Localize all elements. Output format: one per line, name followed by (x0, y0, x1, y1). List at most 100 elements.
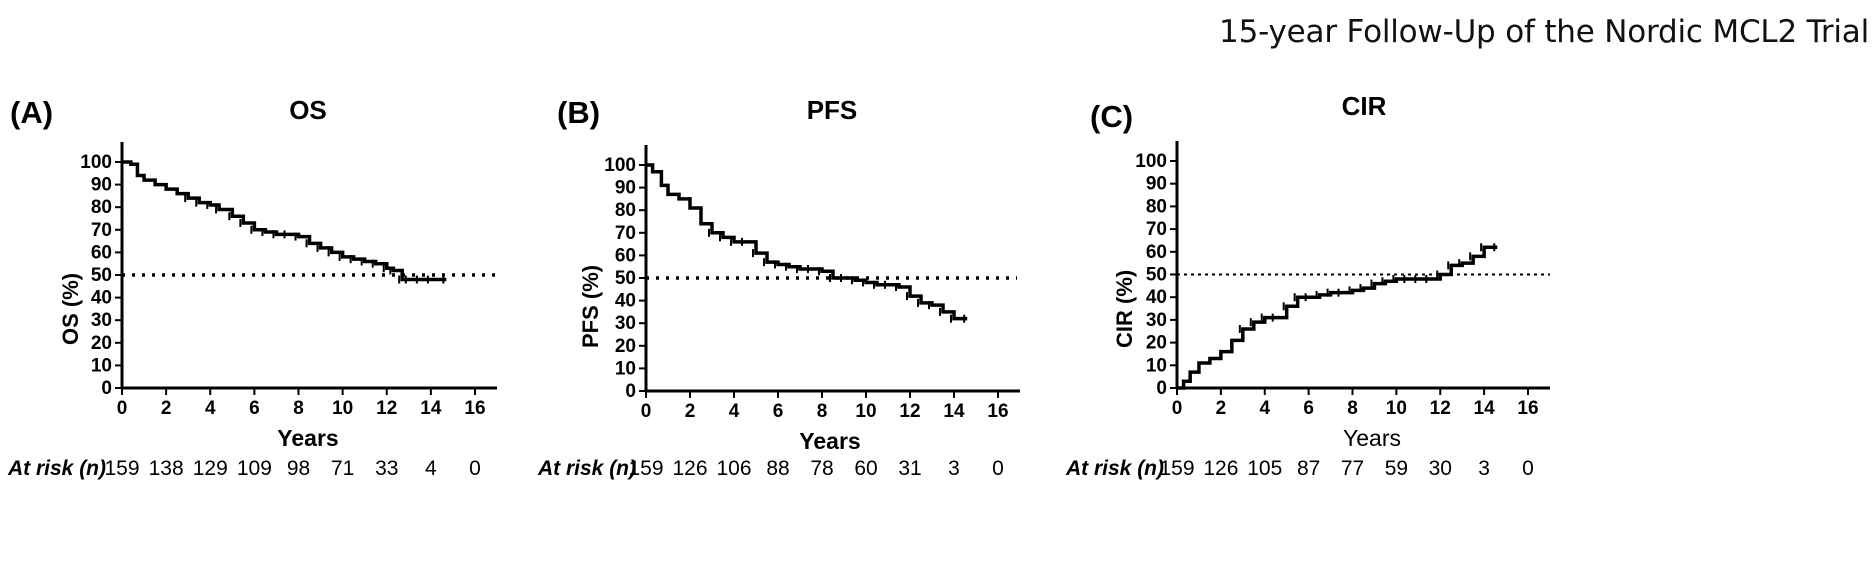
y-tick-label: 60 (615, 245, 636, 266)
y-tick-label: 20 (91, 333, 112, 354)
y-tick-label: 70 (615, 223, 636, 244)
at-risk-value: 0 (992, 457, 1004, 480)
pfs-panel: (B) PFS PFS (%) Years At risk (n) 0 10 20 3… (530, 95, 1050, 578)
x-tick-label: 14 (1474, 398, 1496, 419)
x-axis-label: Years (799, 428, 861, 454)
y-tick-label: 90 (1146, 174, 1167, 195)
x-tick-label: 0 (117, 398, 128, 419)
x-tick-label: 4 (1259, 398, 1270, 419)
x-tick-label: 2 (1216, 398, 1227, 419)
y-tick-label: 50 (91, 265, 112, 286)
at-risk-value: 60 (854, 457, 878, 480)
x-tick-label: 8 (293, 398, 304, 419)
at-risk-value: 77 (1340, 457, 1365, 480)
x-tick-label: 12 (376, 398, 397, 419)
y-tick-label: 10 (1146, 355, 1167, 376)
y-tick-label: 40 (1146, 287, 1167, 308)
y-tick-label: 60 (91, 242, 112, 263)
y-tick-label: 80 (91, 197, 112, 218)
at-risk-value: 30 (1428, 457, 1452, 480)
x-tick-label: 8 (817, 401, 828, 422)
at-risk-value: 4 (425, 457, 437, 480)
x-tick-label: 2 (161, 398, 172, 419)
at-risk-label: At risk (n) (8, 457, 107, 480)
at-risk-label: At risk (n) (538, 457, 637, 480)
y-tick-label: 0 (625, 381, 636, 402)
y-tick-label: 30 (91, 310, 112, 331)
at-risk-value: 159 (1159, 457, 1195, 480)
at-risk-value: 106 (716, 457, 752, 480)
survival-curve (122, 160, 447, 282)
at-risk-value: 59 (1384, 457, 1409, 480)
x-tick-label: 6 (1303, 398, 1314, 419)
x-tick-label: 2 (685, 401, 696, 422)
x-tick-label: 10 (332, 398, 353, 419)
cir-panel: (C) CIR CIR (%) Years At risk (n) 0 10 20 3… (1062, 91, 1875, 578)
at-risk-value: 88 (766, 457, 790, 480)
at-risk-value: 159 (104, 457, 140, 480)
x-tick-label: 12 (1430, 398, 1451, 419)
x-tick-label: 10 (1386, 398, 1407, 419)
x-tick-label: 16 (1517, 398, 1538, 419)
y-tick-label: 40 (91, 288, 112, 309)
x-tick-label: 0 (641, 401, 652, 422)
x-tick-label: 14 (943, 401, 965, 422)
survival-curve (646, 163, 968, 321)
x-axis-label: Years (277, 425, 339, 451)
x-tick-label: 8 (1347, 398, 1358, 419)
x-tick-label: 4 (729, 401, 740, 422)
at-risk-value: 31 (898, 457, 922, 480)
at-risk-value: 71 (330, 457, 355, 480)
x-tick-label: 16 (987, 401, 1008, 422)
y-tick-label: 10 (91, 355, 112, 376)
chart-title: CIR (1341, 91, 1387, 121)
x-tick-label: 16 (464, 398, 485, 419)
x-tick-label: 14 (420, 398, 442, 419)
y-tick-label: 70 (1146, 219, 1167, 240)
at-risk-value: 33 (375, 457, 399, 480)
os-panel: (A) OS OS (%) Years At risk (n) 0 10 20 30 4… (0, 95, 620, 578)
y-tick-label: 30 (615, 313, 636, 334)
survival-curve (1177, 245, 1498, 390)
at-risk-value: 3 (1478, 457, 1490, 480)
at-risk-value: 105 (1247, 457, 1283, 480)
at-risk-value: 98 (286, 457, 311, 480)
x-tick-label: 6 (249, 398, 260, 419)
at-risk-value: 126 (672, 457, 708, 480)
panel-letter: (C) (1090, 99, 1134, 134)
at-risk-value: 3 (948, 457, 960, 480)
x-tick-label: 4 (205, 398, 216, 419)
y-tick-label: 100 (1135, 151, 1167, 172)
y-tick-label: 50 (615, 268, 636, 289)
x-tick-label: 0 (1172, 398, 1183, 419)
at-risk-value: 0 (469, 457, 481, 480)
at-risk-value: 138 (148, 457, 184, 480)
at-risk-value: 87 (1296, 457, 1321, 480)
y-tick-label: 90 (615, 178, 636, 199)
panel-letter: (A) (10, 95, 54, 130)
y-tick-label: 30 (1146, 310, 1167, 331)
y-tick-label: 90 (91, 175, 112, 196)
y-tick-label: 80 (615, 200, 636, 221)
y-tick-label: 100 (80, 152, 112, 173)
at-risk-label: At risk (n) (1066, 457, 1165, 480)
y-tick-label: 0 (1156, 378, 1167, 399)
x-tick-label: 10 (855, 401, 876, 422)
x-axis-label: Years (1343, 425, 1401, 451)
panel-letter: (B) (557, 95, 601, 130)
x-tick-label: 6 (773, 401, 784, 422)
y-tick-label: 60 (1146, 242, 1167, 263)
at-risk-value: 0 (1522, 457, 1534, 480)
y-tick-label: 20 (1146, 333, 1167, 354)
y-tick-label: 50 (1146, 265, 1167, 286)
chart-title: PFS (806, 95, 858, 125)
at-risk-value: 129 (192, 457, 228, 480)
at-risk-value: 126 (1203, 457, 1239, 480)
y-tick-label: 70 (91, 220, 112, 241)
chart-title: OS (289, 95, 327, 125)
page-header: 15-year Follow-Up of the Nordic MCL2 Tri… (1219, 14, 1869, 50)
y-tick-label: 100 (604, 155, 636, 176)
